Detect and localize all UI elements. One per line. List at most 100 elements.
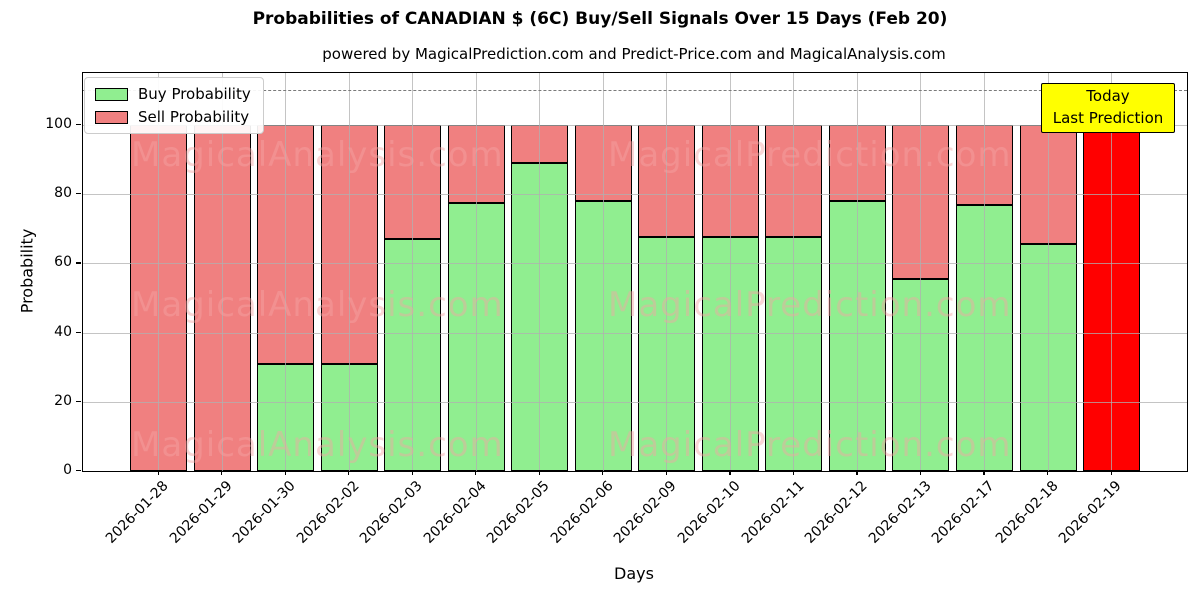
dashed-threshold-line [83, 90, 1187, 92]
bar-segment-sell [701, 124, 759, 238]
x-tick-mark [665, 470, 668, 475]
y-tick-mark [76, 123, 81, 126]
buy-color-swatch [95, 87, 128, 101]
legend: Buy Probability Sell Probability [84, 77, 264, 134]
watermark-text: MagicalAnalysis.com [131, 425, 504, 465]
legend-item-buy: Buy Probability [95, 85, 251, 103]
x-tick-mark [411, 470, 413, 475]
x-tick-label: 2026-01-30 [230, 478, 299, 547]
x-tick-label: 2026-02-09 [611, 478, 681, 547]
bar-segment-sell [511, 124, 569, 163]
x-tick-mark [1110, 470, 1112, 475]
chart-subtitle: powered by MagicalPrediction.com and Pre… [322, 45, 946, 63]
bar-segment-buy [892, 278, 950, 471]
y-axis-label: Probability [17, 228, 37, 314]
y-tick-mark [76, 331, 81, 333]
x-tick-mark [284, 470, 286, 475]
sell-color-swatch [95, 110, 128, 124]
bar-segment-buy [447, 202, 505, 471]
y-tick-label: 60 [54, 254, 72, 271]
watermark-text: MagicalPrediction.com [608, 425, 1012, 465]
gridline-v [666, 73, 668, 471]
bar-segment-today [1083, 124, 1141, 471]
x-tick-label: 2026-02-18 [992, 478, 1062, 547]
bar-segment-buy [511, 162, 569, 471]
bar-segment-buy [320, 363, 378, 471]
bar-segment-buy [384, 239, 442, 471]
gridline-v [983, 73, 985, 471]
chart-title: Probabilities of CANADIAN $ (6C) Buy/Sel… [252, 9, 948, 29]
gridline-v [539, 73, 541, 471]
gridline-v [602, 73, 604, 471]
bar-segment-sell [1019, 124, 1077, 245]
x-tick-mark [919, 470, 922, 475]
gridline-v [348, 73, 350, 471]
x-tick-label: 2026-02-06 [547, 478, 617, 547]
y-tick-label: 0 [63, 462, 72, 478]
x-tick-mark [157, 470, 159, 475]
x-tick-label: 2026-02-02 [293, 478, 363, 547]
today-annotation-box: Today Last Prediction [1041, 83, 1175, 133]
x-tick-label: 2026-01-28 [103, 478, 172, 547]
x-tick-label: 2026-01-29 [166, 478, 236, 547]
y-tick-mark [76, 400, 81, 402]
bar-segment-buy [701, 237, 759, 471]
gridline-v [920, 73, 922, 471]
bar-segment-sell [638, 124, 696, 238]
bar-segment-buy [574, 201, 632, 471]
gridline-h [83, 401, 1187, 403]
x-tick-mark [602, 470, 604, 475]
x-tick-mark [983, 470, 985, 475]
gridline-h [83, 194, 1187, 196]
x-tick-mark [1047, 470, 1049, 475]
watermark-text: MagicalAnalysis.com [131, 135, 504, 175]
watermark-text: MagicalPrediction.com [608, 135, 1012, 175]
bar-segment-sell [765, 124, 823, 238]
gridline-v [285, 73, 287, 471]
gridline-v [793, 73, 795, 471]
x-tick-label: 2026-02-03 [357, 478, 427, 547]
gridline-h [83, 263, 1187, 265]
y-tick-label: 20 [54, 392, 72, 409]
bar-segment-buy [257, 363, 315, 471]
legend-label-buy: Buy Probability [138, 85, 251, 103]
gridline-v [856, 73, 858, 471]
x-tick-mark [538, 470, 540, 475]
bar-segment-buy [955, 204, 1013, 471]
y-tick-mark [76, 470, 81, 472]
y-tick-mark [76, 262, 81, 264]
x-axis-label: Days [614, 564, 654, 583]
x-tick-label: 2026-02-04 [420, 478, 490, 547]
x-tick-label: 2026-02-10 [674, 478, 744, 547]
bar-segment-buy [638, 237, 696, 471]
gridline-v [412, 73, 414, 471]
x-tick-mark [856, 470, 858, 475]
legend-label-sell: Sell Probability [138, 108, 250, 126]
bar-segment-sell [257, 124, 315, 364]
x-tick-label: 2026-02-13 [865, 478, 935, 547]
bar-segment-buy [765, 237, 823, 471]
bar-segment-sell [574, 124, 632, 202]
gridline-h [83, 332, 1187, 334]
bar-segment-sell [828, 124, 886, 202]
annotation-line-last-prediction: Last Prediction [1052, 109, 1164, 127]
bar-segment-buy [1019, 244, 1077, 471]
plot-area: MagicalAnalysis.com MagicalPrediction.com… [82, 72, 1188, 472]
x-tick-mark [792, 470, 795, 475]
annotation-line-today: Today [1086, 87, 1130, 106]
bar-segment-sell [320, 124, 378, 364]
bar-segment-sell [193, 124, 251, 471]
x-tick-label: 2026-02-11 [738, 478, 808, 547]
bar-segment-sell [447, 124, 505, 203]
watermark-text: MagicalAnalysis.com [131, 285, 504, 325]
watermark-text: MagicalPrediction.com [608, 285, 1012, 325]
x-tick-mark [221, 470, 223, 475]
x-tick-label: 2026-02-19 [1056, 478, 1125, 547]
y-tick-label: 100 [45, 115, 72, 132]
x-tick-mark [475, 470, 477, 475]
x-tick-label: 2026-02-05 [484, 478, 554, 547]
x-tick-label: 2026-02-17 [928, 478, 998, 547]
bar-segment-sell [955, 124, 1013, 205]
bar-segment-sell [130, 124, 188, 471]
